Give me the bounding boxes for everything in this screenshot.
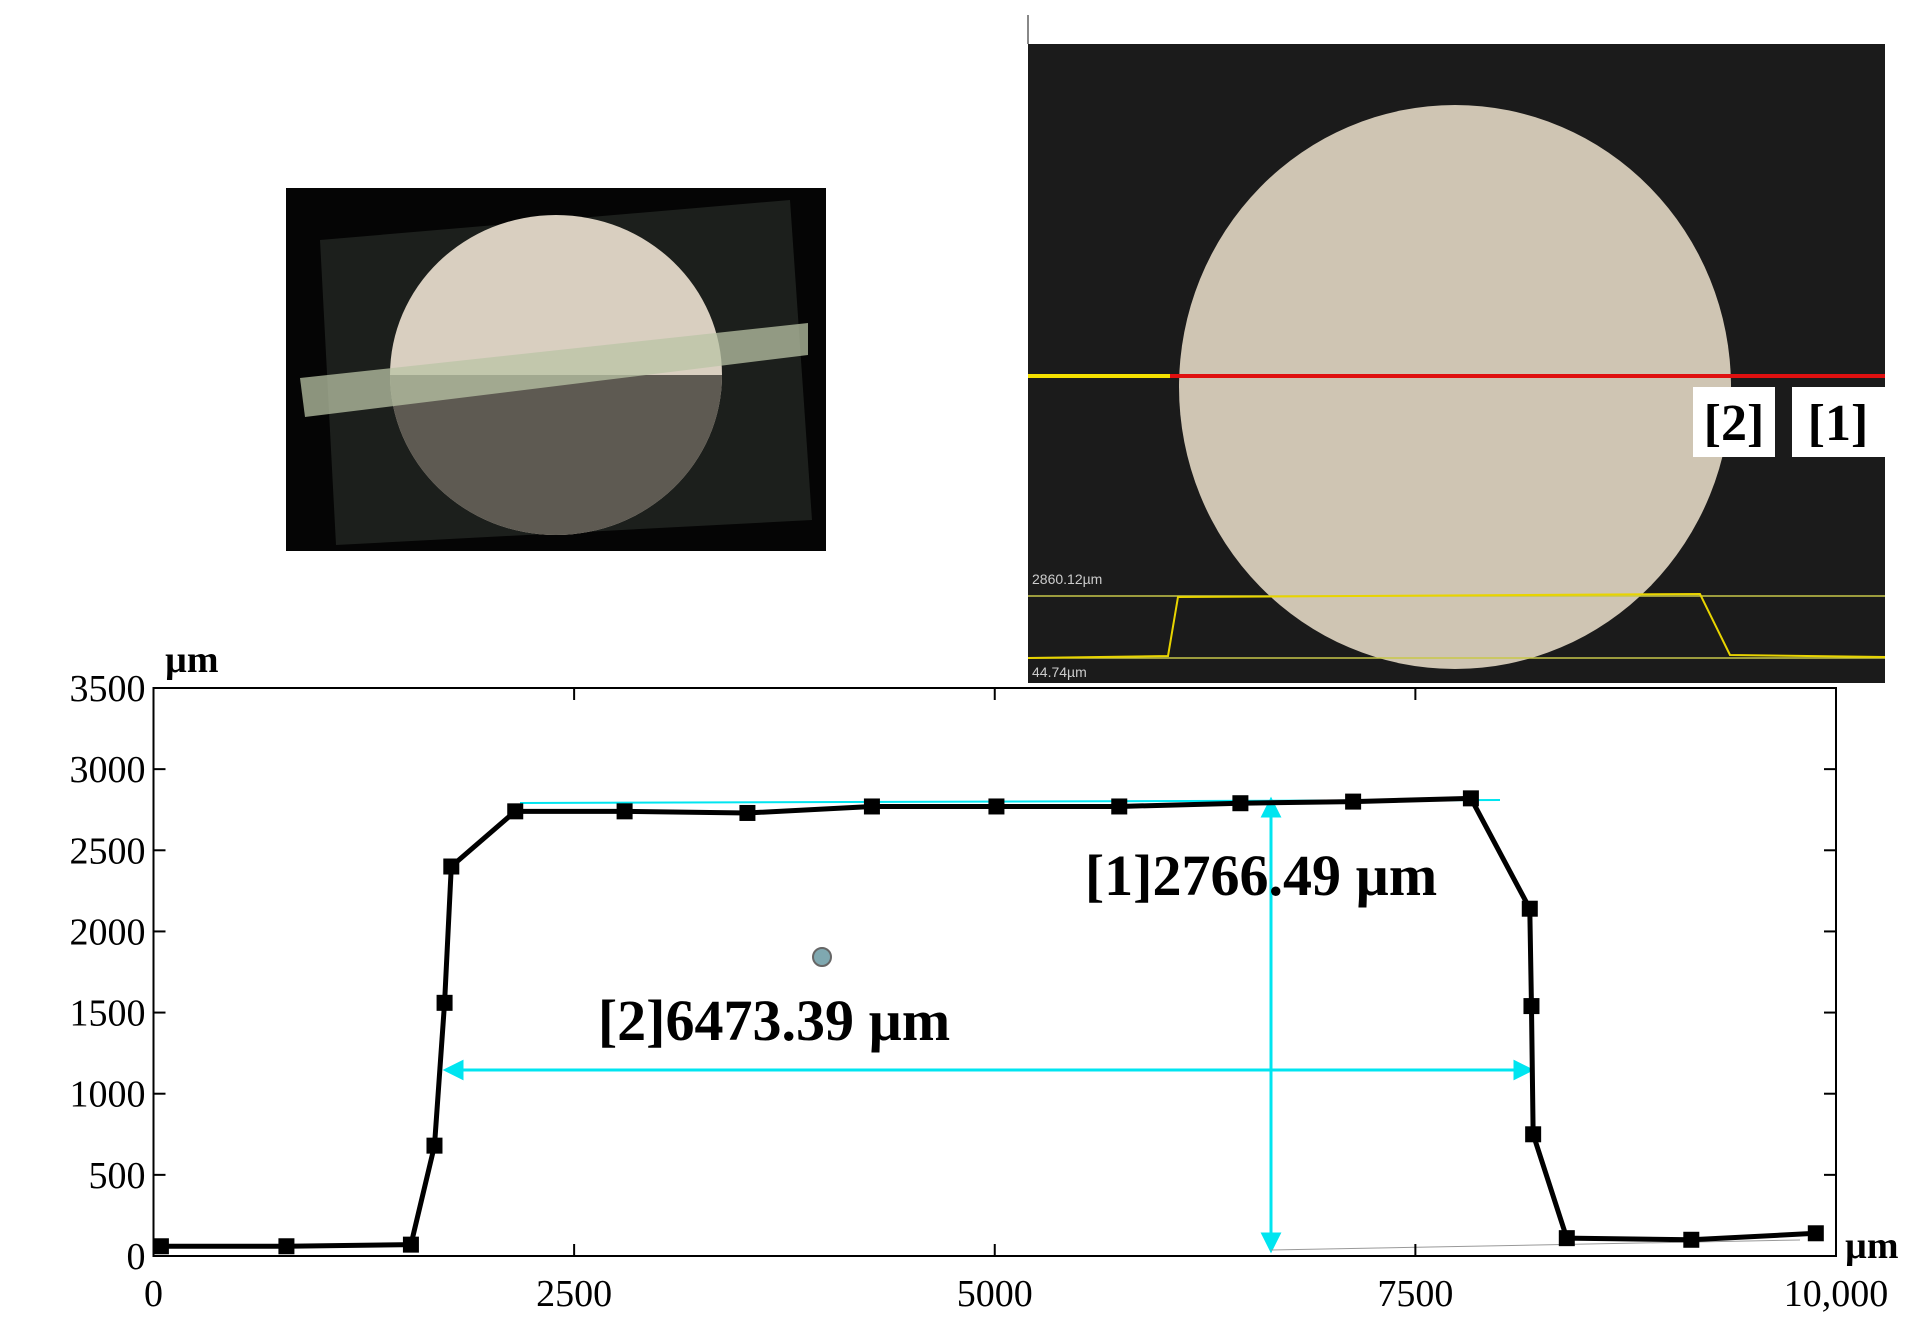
y-tick-label: 1500 [70,993,146,1035]
y-tick-label: 0 [127,1236,146,1278]
data-point [1345,793,1362,810]
plot-frame [152,687,1837,1257]
inset-top-label: 2860.12µm [1032,571,1102,587]
y-tick-label: 3000 [70,749,146,791]
x-axis-label: µm [1845,1225,1899,1267]
annotation: [2]6473.39 µm [598,988,950,1053]
data-line [160,795,1816,1249]
x-tick-label: 7500 [1377,1273,1453,1315]
data-point [402,1236,419,1253]
3d-view [286,188,826,551]
top-view: 2860.12µm 44.74µm [2] [1] [1027,44,1886,683]
data-point [1683,1231,1700,1248]
x-tick-label: 2500 [536,1273,612,1315]
x-tick-label: 10,000 [1784,1273,1889,1315]
annotation: [1]2766.49 µm [1085,843,1437,908]
data-point [152,1238,169,1255]
inset-bottom-label: 44.74µm [1032,664,1087,680]
marker-dot [812,947,832,967]
data-point [988,798,1005,815]
y-tick-label: 2500 [70,830,146,872]
data-point [1558,1230,1575,1247]
y-tick-label: 1000 [70,1074,146,1116]
x-tick-label: 5000 [957,1273,1033,1315]
data-point [443,858,460,875]
inset-marker: [2] [1704,395,1765,452]
data-point [863,798,880,815]
x-tick-label: 0 [144,1273,163,1315]
data-point [1525,1126,1542,1143]
inset-marker: [1] [1808,395,1869,452]
data-point [426,1137,443,1154]
data-point [739,804,756,821]
data-point [1521,900,1538,917]
y-tick-label: 2000 [70,911,146,953]
data-point [1232,795,1249,812]
data-point [1807,1225,1824,1242]
data-point [436,994,453,1011]
y-axis-label: µm [165,639,219,681]
data-point [1111,798,1128,815]
data-point [507,803,524,820]
y-tick-label: 500 [89,1155,146,1197]
y-tick-label: 3500 [70,668,146,710]
data-point [616,803,633,820]
data-point [1462,790,1479,807]
data-point [278,1238,295,1255]
data-point [1523,998,1540,1015]
